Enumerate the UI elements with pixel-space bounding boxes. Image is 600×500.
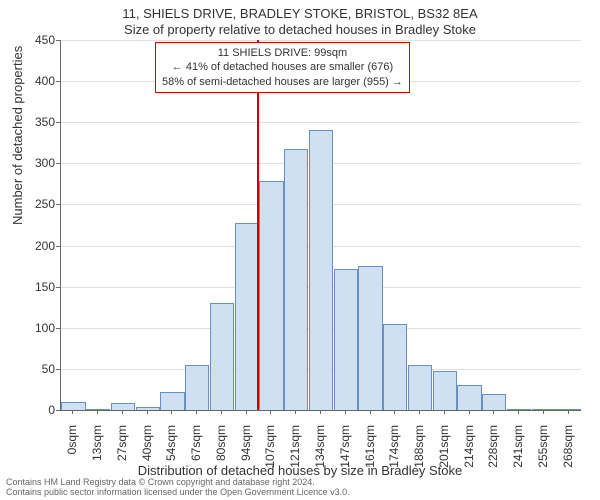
histogram-bar (383, 324, 407, 410)
x-tick-mark (147, 410, 148, 414)
x-tick-mark (518, 410, 519, 414)
chart-title-sub: Size of property relative to detached ho… (0, 22, 600, 37)
y-tick-label: 450 (15, 34, 55, 46)
x-tick-mark (419, 410, 420, 414)
histogram-bar (61, 402, 85, 410)
y-tick-mark (56, 163, 60, 164)
x-tick-mark (444, 410, 445, 414)
annotation-box: 11 SHIELS DRIVE: 99sqm ← 41% of detached… (155, 42, 410, 93)
histogram-bar (309, 130, 333, 410)
histogram-bar (111, 403, 135, 410)
y-tick-label: 300 (15, 157, 55, 169)
y-tick-mark (56, 81, 60, 82)
y-tick-label: 100 (15, 322, 55, 334)
annotation-line1: 11 SHIELS DRIVE: 99sqm (162, 46, 403, 60)
y-tick-label: 400 (15, 75, 55, 87)
x-tick-mark (345, 410, 346, 414)
histogram-bar (210, 303, 234, 410)
histogram-bar (457, 385, 481, 410)
histogram-bar (556, 409, 580, 410)
footer-attribution: Contains HM Land Registry data © Crown c… (6, 478, 350, 498)
x-tick-mark (295, 410, 296, 414)
x-tick-mark (370, 410, 371, 414)
histogram-bar (160, 392, 184, 410)
chart-container: 11, SHIELS DRIVE, BRADLEY STOKE, BRISTOL… (0, 0, 600, 500)
histogram-bar (408, 365, 432, 410)
histogram-bar (482, 394, 506, 410)
x-tick-mark (97, 410, 98, 414)
annotation-line3: 58% of semi-detached houses are larger (… (162, 75, 403, 89)
x-tick-mark (469, 410, 470, 414)
y-tick-mark (56, 122, 60, 123)
y-tick-label: 250 (15, 198, 55, 210)
x-tick-mark (568, 410, 569, 414)
annotation-line2: ← 41% of detached houses are smaller (67… (162, 60, 403, 74)
chart-title-main: 11, SHIELS DRIVE, BRADLEY STOKE, BRISTOL… (0, 6, 600, 21)
y-tick-mark (56, 246, 60, 247)
x-tick-mark (196, 410, 197, 414)
y-tick-mark (56, 410, 60, 411)
histogram-bar (507, 409, 531, 410)
footer-line2: Contains public sector information licen… (6, 487, 350, 497)
y-tick-label: 50 (15, 363, 55, 375)
histogram-bar (86, 409, 110, 410)
histogram-bar (284, 149, 308, 410)
histogram-bar (334, 269, 358, 410)
x-tick-mark (493, 410, 494, 414)
x-axis-title: Distribution of detached houses by size … (0, 463, 600, 478)
reference-line (257, 40, 259, 410)
y-tick-label: 200 (15, 240, 55, 252)
x-tick-mark (122, 410, 123, 414)
gridline (61, 40, 581, 41)
histogram-bar (532, 409, 556, 410)
y-tick-mark (56, 328, 60, 329)
x-tick-mark (221, 410, 222, 414)
y-tick-label: 150 (15, 281, 55, 293)
x-tick-mark (246, 410, 247, 414)
plot-area (60, 40, 581, 411)
y-tick-mark (56, 287, 60, 288)
histogram-bar (259, 181, 283, 410)
y-tick-mark (56, 369, 60, 370)
y-tick-label: 0 (15, 404, 55, 416)
histogram-bar (235, 223, 259, 410)
x-tick-mark (270, 410, 271, 414)
x-tick-mark (320, 410, 321, 414)
footer-line1: Contains HM Land Registry data © Crown c… (6, 477, 315, 487)
x-tick-mark (171, 410, 172, 414)
y-tick-mark (56, 204, 60, 205)
histogram-bar (136, 407, 160, 410)
x-tick-mark (543, 410, 544, 414)
x-tick-mark (394, 410, 395, 414)
y-tick-mark (56, 40, 60, 41)
histogram-bar (433, 371, 457, 410)
y-tick-label: 350 (15, 116, 55, 128)
x-tick-mark (72, 410, 73, 414)
histogram-bar (358, 266, 382, 410)
gridline (61, 122, 581, 123)
histogram-bar (185, 365, 209, 410)
